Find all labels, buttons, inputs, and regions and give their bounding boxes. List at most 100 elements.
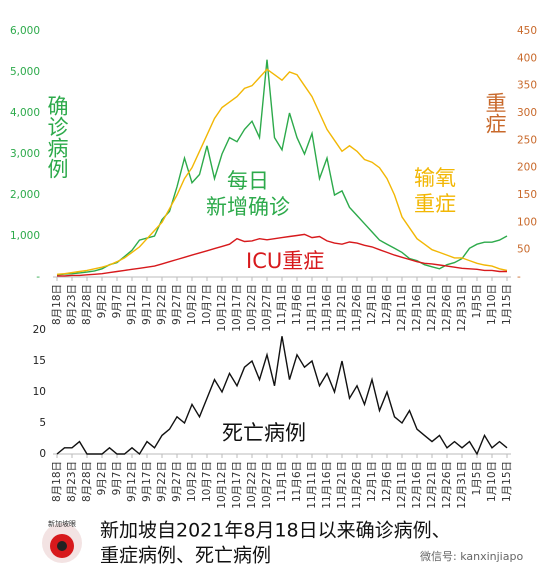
- x-tick-label: 11月6日: [291, 284, 303, 325]
- y-tick-label: 4,000: [10, 107, 40, 119]
- x-tick-label: 11月11日: [306, 461, 318, 509]
- caption: 新加坡自2021年8月18日以来确诊病例、: [100, 520, 451, 542]
- y-tick-label: 450: [517, 25, 537, 37]
- x-tick-label: 11月11日: [306, 284, 318, 332]
- line: [57, 233, 507, 277]
- x-tick-label: 10月22日: [246, 284, 258, 332]
- x-tick-label: 12月31日: [456, 284, 468, 332]
- y-tick-label: 50: [517, 244, 530, 256]
- y-tick-label: -: [36, 271, 40, 283]
- series-label: 死亡病例: [222, 421, 306, 445]
- y-tick-label: 400: [517, 52, 537, 64]
- x-tick-label: 9月27日: [171, 284, 183, 325]
- line: [56, 59, 508, 276]
- y-tick-label: 15: [33, 355, 46, 367]
- caption: 重症病例、死亡病例: [100, 545, 271, 567]
- y2-axis-label: 重症: [483, 92, 507, 134]
- x-tick-label: 12月11日: [396, 461, 408, 509]
- x-tick-label: 12月6日: [381, 461, 393, 502]
- x-tick-label: 9月2日: [96, 284, 108, 318]
- line: [56, 336, 508, 456]
- x-tick-label: 12月21日: [426, 461, 438, 509]
- y-tick-label: 350: [517, 80, 537, 92]
- x-tick-label: 12月26日: [441, 284, 453, 332]
- x-tick-label: 10月12日: [216, 461, 228, 509]
- y-tick-label: 150: [517, 189, 537, 201]
- x-tick-label: 9月22日: [156, 461, 168, 502]
- x-tick-label: 8月28日: [81, 284, 93, 325]
- x-tick-label: 8月23日: [66, 284, 78, 325]
- x-tick-label: 12月16日: [411, 284, 423, 332]
- x-tick-label: 10月22日: [246, 461, 258, 509]
- x-tick-label: 10月7日: [201, 284, 213, 325]
- x-tick-label: 9月12日: [126, 461, 138, 502]
- x-tick-label: 11月1日: [276, 284, 288, 325]
- x-tick-label: 1月10日: [486, 461, 498, 502]
- x-tick-label: 11月6日: [291, 461, 303, 502]
- y-axis-label: 确诊病例: [45, 95, 69, 179]
- x-tick-label: 10月27日: [261, 284, 273, 332]
- y-tick-label: 5,000: [10, 66, 40, 78]
- y-tick-label: 10: [33, 386, 46, 398]
- x-tick-label: 12月16日: [411, 461, 423, 509]
- watermark: 微信号: kanxinjiapo: [420, 549, 523, 563]
- x-tick-label: 11月26日: [351, 284, 363, 332]
- x-tick-label: 12月26日: [441, 461, 453, 509]
- x-tick-label: 10月7日: [201, 461, 213, 502]
- x-tick-label: 11月21日: [336, 461, 348, 509]
- x-tick-label: 8月28日: [81, 461, 93, 502]
- logo-text: 新加坡眼: [48, 519, 76, 528]
- line: [56, 68, 508, 275]
- x-tick-label: 10月17日: [231, 284, 243, 332]
- x-tick-label: 8月18日: [51, 461, 63, 502]
- x-tick-label: 10月17日: [231, 461, 243, 509]
- x-tick-label: 1月5日: [471, 461, 483, 495]
- x-tick-label: 11月16日: [321, 284, 333, 332]
- y-tick-label: 5: [39, 417, 46, 429]
- x-tick-label: 9月2日: [96, 461, 108, 495]
- x-tick-label: 9月22日: [156, 284, 168, 325]
- x-tick-label: 10月27日: [261, 461, 273, 509]
- x-tick-label: 12月1日: [366, 461, 378, 502]
- logo-pupil: [57, 541, 67, 551]
- x-tick-label: 12月31日: [456, 461, 468, 509]
- x-tick-label: 10月2日: [186, 461, 198, 502]
- y-tick-label: 100: [517, 216, 537, 228]
- series-label: 每日 新增确诊: [206, 169, 290, 219]
- x-tick-label: 12月11日: [396, 284, 408, 332]
- x-tick-label: 11月21日: [336, 284, 348, 332]
- y-tick-label: 250: [517, 134, 537, 146]
- x-tick-label: 9月12日: [126, 284, 138, 325]
- x-tick-label: 1月15日: [501, 461, 513, 502]
- y-tick-label: 0: [39, 448, 46, 460]
- x-tick-label: 12月21日: [426, 284, 438, 332]
- y-tick-label: 3,000: [10, 148, 40, 160]
- x-tick-label: 9月17日: [141, 284, 153, 325]
- x-tick-label: 9月7日: [111, 284, 123, 318]
- y-tick-label: 20: [33, 324, 46, 336]
- y-tick-label: 2,000: [10, 189, 40, 201]
- y-tick-label: 300: [517, 107, 537, 119]
- x-tick-label: 11月1日: [276, 461, 288, 502]
- series-label: ICU重症: [246, 249, 325, 273]
- y-tick-label: -: [517, 271, 521, 283]
- x-tick-label: 9月7日: [111, 461, 123, 495]
- x-tick-label: 1月5日: [471, 284, 483, 318]
- y-tick-label: 200: [517, 162, 537, 174]
- x-tick-label: 11月16日: [321, 461, 333, 509]
- y-tick-label: 1,000: [10, 230, 40, 242]
- x-tick-label: 8月23日: [66, 461, 78, 502]
- series-label: 输氧 重症: [414, 166, 456, 216]
- x-tick-label: 1月15日: [501, 284, 513, 325]
- x-tick-label: 11月26日: [351, 461, 363, 509]
- x-tick-label: 12月1日: [366, 284, 378, 325]
- x-tick-label: 9月27日: [171, 461, 183, 502]
- x-tick-label: 10月12日: [216, 284, 228, 332]
- x-tick-label: 12月6日: [381, 284, 393, 325]
- x-tick-label: 8月18日: [51, 284, 63, 325]
- y-tick-label: 6,000: [10, 25, 40, 37]
- x-tick-label: 10月2日: [186, 284, 198, 325]
- x-tick-label: 9月17日: [141, 461, 153, 502]
